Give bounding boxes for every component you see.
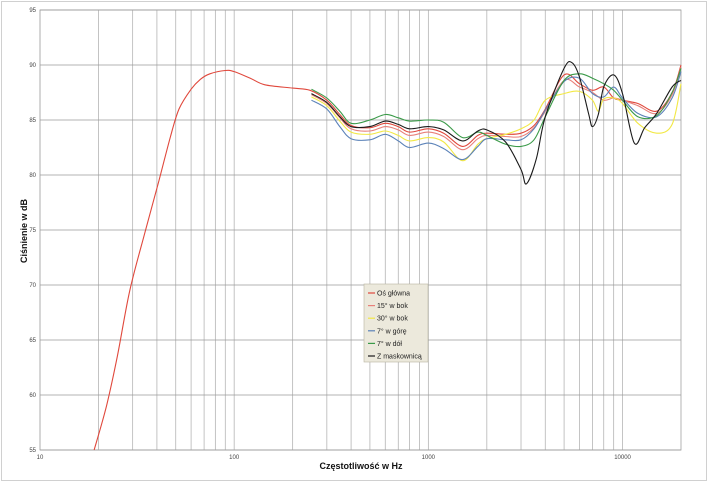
series-line-0 — [93, 64, 682, 451]
series-line-4 — [311, 68, 682, 148]
y-tick-label: 70 — [29, 283, 36, 289]
tick-labels: 55 60 65 70 75 80 85 90 95 10 100 1000 10000 — [29, 8, 631, 461]
y-tick-label: 65 — [29, 338, 36, 344]
series-line-2 — [311, 83, 682, 162]
legend-label: 15° w bok — [377, 302, 408, 310]
y-tick-label: 80 — [29, 173, 36, 179]
y-tick-label: 85 — [29, 118, 36, 124]
series-lines — [93, 60, 682, 451]
x-tick-label: 1000 — [422, 455, 436, 461]
legend-label: 7° w dół — [377, 340, 402, 348]
grid — [39, 9, 682, 451]
series-line-5 — [311, 60, 682, 185]
x-tick-label: 10 — [37, 455, 44, 461]
y-tick-label: 75 — [29, 228, 36, 234]
y-tick-label: 95 — [29, 8, 36, 14]
legend-label: Z maskownicą — [377, 354, 422, 361]
y-tick-label: 60 — [29, 393, 36, 399]
y-tick-label: 55 — [29, 448, 36, 454]
legend-label: Oś główna — [377, 291, 410, 298]
legend-box — [363, 283, 429, 363]
x-tick-label: 10000 — [614, 455, 631, 461]
legend-label: 30° w bok — [377, 315, 408, 323]
legend: Oś główna 15° w bok 30° w bok 7° w górę 7° w… — [363, 283, 429, 363]
series-line-3 — [311, 71, 682, 161]
legend-label: 7° w górę — [377, 327, 407, 335]
x-axis-title: Częstotliwość w Hz — [319, 461, 403, 471]
series-line-1 — [311, 67, 682, 151]
y-axis-title: Ciśnienie w dB — [19, 198, 29, 263]
y-tick-label: 90 — [29, 63, 36, 69]
x-tick-label: 100 — [229, 455, 240, 461]
